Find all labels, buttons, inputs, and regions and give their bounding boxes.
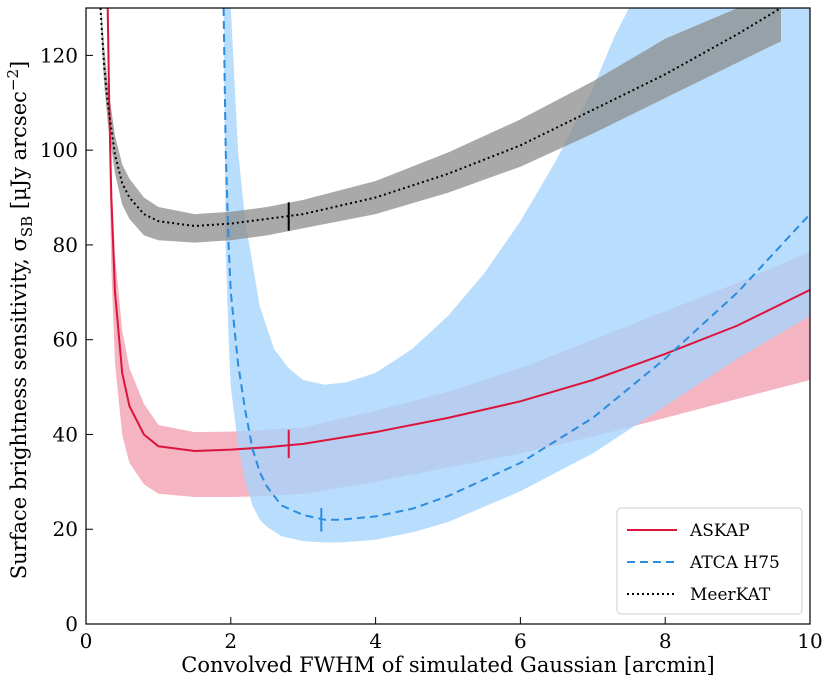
series-markers (287, 202, 323, 532)
x-tick-label: 2 (224, 629, 237, 653)
uncertainty-bands (100, 8, 810, 543)
y-tick-label: 0 (65, 612, 78, 636)
x-tick-label: 0 (80, 629, 93, 653)
legend: ASKAP ATCA H75 MeerKAT (616, 507, 803, 615)
y-tick-label: 100 (40, 138, 78, 162)
y-tick-label: 40 (53, 422, 78, 446)
legend-label-meerkat: MeerKAT (690, 585, 771, 605)
line-askap (106, 8, 810, 453)
x-tick-label: 4 (369, 629, 382, 653)
x-axis: 0 2 4 6 8 10 (80, 617, 823, 653)
line-meerkat (99, 8, 782, 228)
y-axis-title: Surface brightness sensitivity, σSB [μJy… (4, 61, 36, 579)
y-tick-label: 80 (53, 233, 78, 257)
series-lines (99, 8, 810, 521)
y-tick-label: 20 (53, 517, 78, 541)
x-tick-label: 8 (659, 629, 672, 653)
x-tick-label: 10 (797, 629, 822, 653)
y-tick-label: 60 (53, 328, 78, 352)
y-tick-label: 120 (40, 43, 78, 67)
y-axis: 0 20 40 60 80 100 120 (40, 43, 93, 636)
x-axis-title: Convolved FWHM of simulated Gaussian [ar… (181, 653, 714, 677)
legend-label-askap: ASKAP (689, 521, 750, 541)
band-atca-h75 (223, 8, 810, 543)
plot-frame (85, 7, 811, 625)
x-tick-label: 6 (514, 629, 527, 653)
band-meerkat (100, 8, 781, 243)
legend-label-atca-h75: ATCA H75 (689, 553, 780, 573)
legend-box (616, 507, 803, 615)
